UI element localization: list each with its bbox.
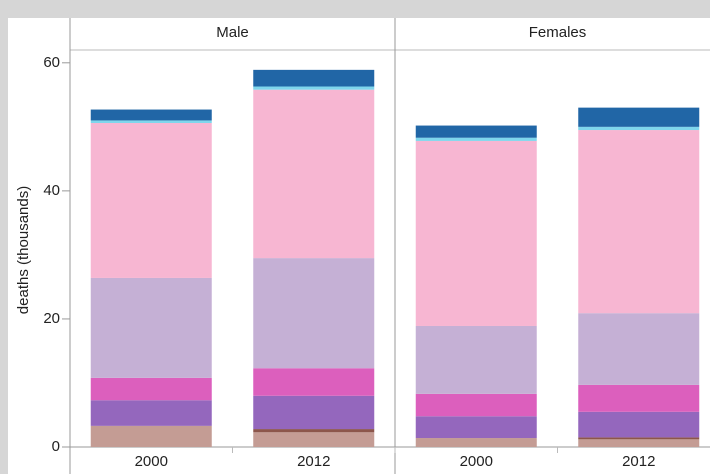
bar-segment [578, 126, 700, 131]
bar-segment [415, 438, 537, 447]
bar-segment [415, 416, 537, 439]
y-tick-label: 60 [43, 54, 60, 71]
bar-segment [253, 368, 375, 396]
y-tick-label: 0 [52, 438, 60, 455]
x-tick-label: 2012 [622, 453, 655, 470]
bar-segment [415, 140, 537, 326]
bar-segment [578, 437, 700, 440]
bar-segment [253, 69, 375, 87]
x-tick-label: 2000 [460, 453, 493, 470]
bar-segment [253, 429, 375, 433]
bar-segment [578, 313, 700, 385]
bar-segment [90, 377, 212, 401]
bar-segment [578, 439, 700, 447]
bar-segment [253, 395, 375, 430]
bar-segment [90, 120, 212, 123]
bar-segment [415, 137, 537, 141]
y-tick-label: 20 [43, 310, 60, 327]
bar-segment [415, 325, 537, 394]
bar-segment [578, 411, 700, 438]
bar-segment [90, 122, 212, 278]
bar-segment [90, 400, 212, 426]
x-tick-label: 2000 [135, 453, 168, 470]
x-tick-label: 2012 [297, 453, 330, 470]
bar-segment [578, 107, 700, 127]
bar-segment [578, 130, 700, 314]
bar-segment [253, 89, 375, 259]
bar-segment [415, 393, 537, 417]
bar-segment [90, 425, 212, 447]
bar-segment [90, 109, 212, 121]
y-axis-label: deaths (thousands) [15, 186, 32, 314]
y-tick-label: 40 [43, 182, 60, 199]
facet-title: Male [216, 24, 249, 41]
bar-segment [253, 432, 375, 447]
bar-segment [253, 258, 375, 369]
bar-segment [253, 86, 375, 90]
bar-segment [578, 384, 700, 412]
facet-title: Females [529, 24, 587, 41]
bar-segment [90, 277, 212, 378]
bar-segment [415, 125, 537, 138]
